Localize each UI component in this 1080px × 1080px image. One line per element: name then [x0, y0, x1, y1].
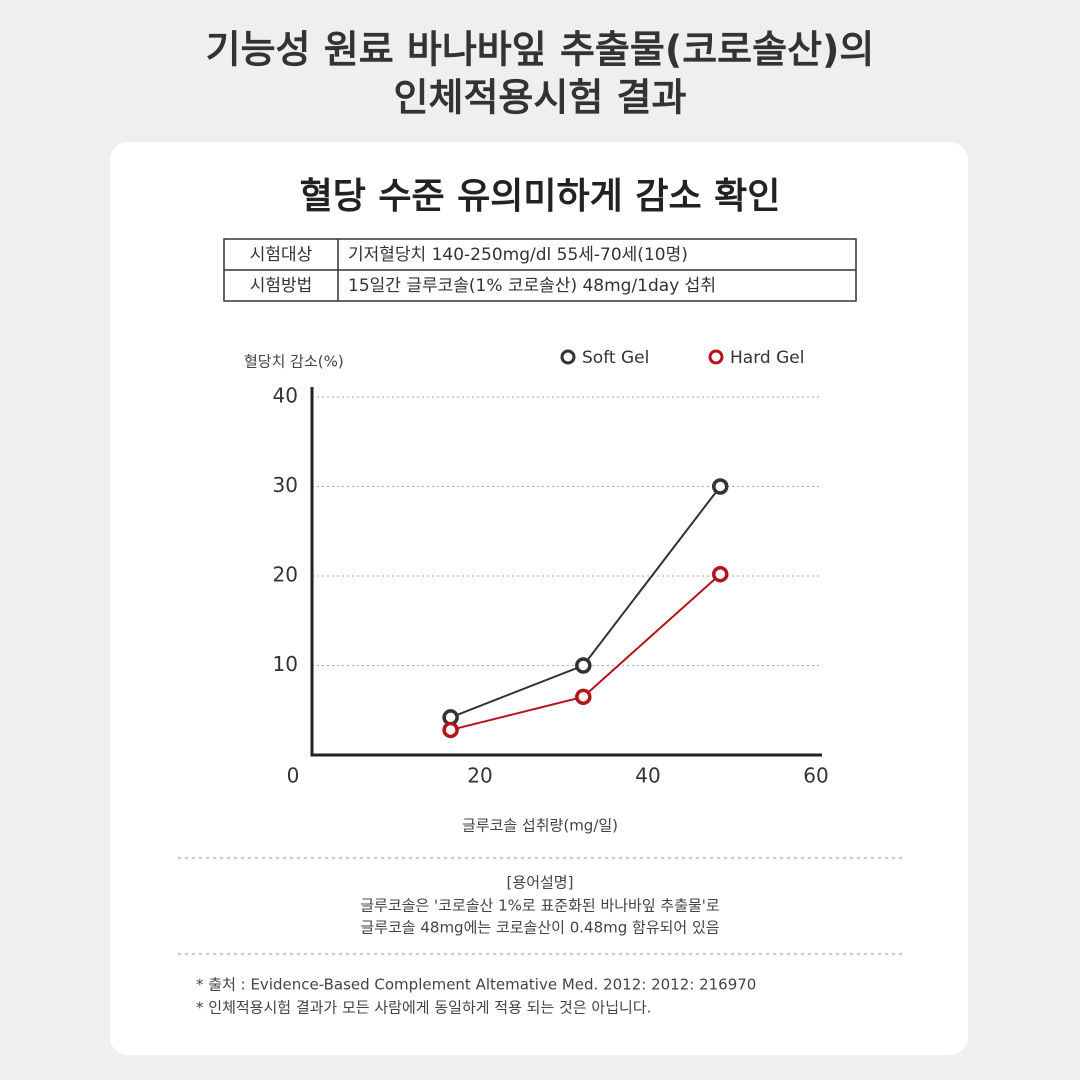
- y-tick-label: 10: [273, 652, 298, 676]
- title-line: 기능성 원료 바나바잎 추출물(코로솔산)의: [206, 28, 875, 72]
- legend-marker: [560, 349, 576, 365]
- table-cell: 시험대상: [250, 245, 313, 265]
- legend-label: Soft Gel: [582, 348, 649, 368]
- legend-label: Hard Gel: [730, 348, 804, 368]
- footnote: * 출처 : Evidence-Based Complement Altemat…: [196, 976, 756, 994]
- card-heading: 혈당 수준 유의미하게 감소 확인: [300, 176, 781, 217]
- y-axis-label: 혈당치 감소(%): [244, 353, 344, 371]
- point-marker: [711, 478, 729, 495]
- table-cell: 15일간 글루코솔(1% 코로솔산) 48mg/1day 섭취: [348, 276, 716, 296]
- point-marker: [575, 657, 592, 674]
- table-cell: 기저혈당치 140-250mg/dl 55세-70세(10명): [348, 245, 688, 265]
- info-table: [223, 238, 857, 302]
- notes-line: 글루코솔 48mg에는 코로솔산이 0.48mg 함유되어 있음: [360, 919, 719, 937]
- point-marker: [442, 721, 459, 739]
- point-marker: [711, 565, 729, 583]
- point-marker: [575, 688, 592, 706]
- y-tick-label: 30: [273, 473, 298, 497]
- card: [110, 142, 968, 1055]
- x-tick-label: 40: [635, 764, 660, 788]
- x-axis-label: 글루코솔 섭취량(mg/일): [462, 817, 618, 835]
- title-line: 인체적용시험 결과: [394, 76, 687, 120]
- notes-heading: [용어설명]: [507, 874, 574, 892]
- axes: [310, 387, 822, 757]
- y-tick-label: 40: [273, 384, 298, 408]
- legend-marker: [708, 349, 724, 365]
- x-tick-label: 0: [287, 764, 300, 788]
- x-tick-label: 60: [803, 764, 828, 788]
- notes-line: 글루코솔은 '코로솔산 1%로 표준화된 바나바잎 추출물'로: [360, 897, 720, 915]
- footnote: * 인체적용시험 결과가 모든 사람에게 동일하게 적용 되는 것은 아닙니다.: [196, 999, 651, 1017]
- y-tick-label: 20: [273, 563, 298, 587]
- x-tick-label: 20: [467, 764, 492, 788]
- table-cell: 시험방법: [250, 276, 313, 296]
